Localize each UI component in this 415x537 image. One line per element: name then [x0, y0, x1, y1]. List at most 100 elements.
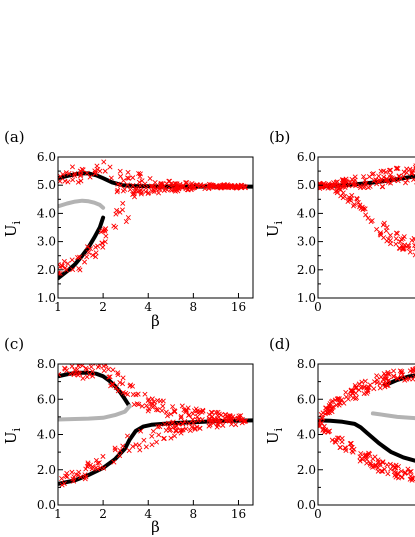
data-point — [321, 423, 327, 429]
data-point — [61, 258, 67, 264]
data-point — [387, 167, 393, 173]
red-cross-points — [58, 159, 248, 277]
data-point — [120, 178, 126, 184]
data-point — [183, 180, 189, 186]
data-point — [362, 177, 368, 183]
data-point — [58, 270, 63, 276]
data-point — [332, 438, 338, 444]
data-point — [142, 181, 148, 187]
data-point — [166, 424, 172, 430]
data-point — [177, 181, 183, 187]
data-point — [351, 201, 357, 207]
data-point — [406, 245, 412, 251]
data-point — [381, 380, 387, 386]
data-point — [329, 409, 335, 415]
data-point — [174, 428, 180, 434]
data-point — [215, 417, 221, 423]
data-point — [186, 421, 192, 427]
data-point — [336, 186, 342, 192]
data-point — [58, 264, 63, 270]
data-point — [394, 231, 400, 237]
data-point — [120, 443, 126, 449]
data-point — [62, 365, 68, 371]
data-point — [232, 415, 238, 421]
y-axis-label-subscript: i — [10, 427, 23, 431]
data-point — [78, 474, 84, 480]
data-point — [376, 177, 382, 183]
x-tick-label: 8 — [190, 507, 198, 521]
data-point — [134, 401, 140, 407]
data-point — [90, 464, 96, 470]
data-point — [173, 427, 179, 433]
data-point — [319, 415, 325, 421]
data-point — [84, 170, 90, 176]
plot-area — [58, 159, 253, 281]
x-tick-label: 16 — [231, 300, 246, 314]
data-point — [77, 173, 84, 179]
data-point — [400, 372, 406, 378]
x-tick-label: 1 — [54, 300, 62, 314]
x-tick-label: 0 — [314, 507, 322, 521]
data-point — [376, 173, 382, 179]
data-point — [151, 188, 157, 194]
data-point — [112, 445, 118, 451]
data-point — [379, 184, 385, 190]
data-point — [141, 437, 147, 443]
data-point — [125, 182, 131, 188]
data-point — [334, 435, 340, 441]
data-point — [155, 424, 161, 430]
data-point — [345, 198, 351, 205]
data-point — [387, 461, 393, 467]
data-point — [362, 184, 368, 190]
data-point — [61, 481, 67, 487]
unstable-branch-line — [370, 411, 415, 421]
data-point — [69, 257, 75, 263]
data-point — [117, 453, 123, 459]
data-point — [232, 183, 238, 189]
x-axis-label: β — [151, 518, 160, 536]
data-point — [359, 379, 365, 385]
data-point — [62, 178, 68, 184]
data-point — [130, 443, 136, 449]
data-point — [338, 193, 344, 199]
data-point — [363, 212, 369, 218]
y-tick-label: 1.0 — [297, 291, 316, 305]
data-point — [387, 232, 393, 238]
data-point — [238, 417, 244, 423]
data-point — [115, 370, 121, 376]
data-point — [84, 254, 90, 260]
data-point — [101, 159, 107, 165]
data-point — [341, 400, 347, 406]
data-point — [352, 174, 358, 180]
data-point — [394, 375, 401, 381]
data-point — [382, 376, 388, 382]
data-point — [107, 164, 113, 170]
data-point — [100, 244, 106, 250]
data-point — [161, 435, 167, 441]
data-point — [343, 394, 349, 400]
data-point — [72, 173, 78, 179]
panel-label: (a) — [4, 128, 25, 146]
data-point — [69, 364, 75, 369]
data-point — [391, 177, 397, 183]
data-point — [382, 466, 388, 472]
data-point — [178, 413, 184, 419]
data-point — [84, 367, 90, 373]
data-point — [87, 174, 93, 180]
data-point — [220, 422, 226, 428]
data-point — [393, 236, 399, 242]
data-point — [120, 389, 126, 396]
data-point — [136, 171, 142, 177]
data-point — [171, 187, 177, 193]
data-point — [189, 183, 195, 189]
data-point — [363, 455, 369, 461]
data-point — [77, 254, 83, 260]
data-point — [228, 182, 234, 188]
data-point — [364, 390, 370, 396]
data-point — [396, 245, 402, 251]
data-point — [373, 463, 379, 469]
data-point — [385, 179, 391, 185]
data-point — [149, 433, 155, 439]
y-axis-label-subscript: i — [10, 220, 23, 224]
data-point — [389, 175, 395, 181]
